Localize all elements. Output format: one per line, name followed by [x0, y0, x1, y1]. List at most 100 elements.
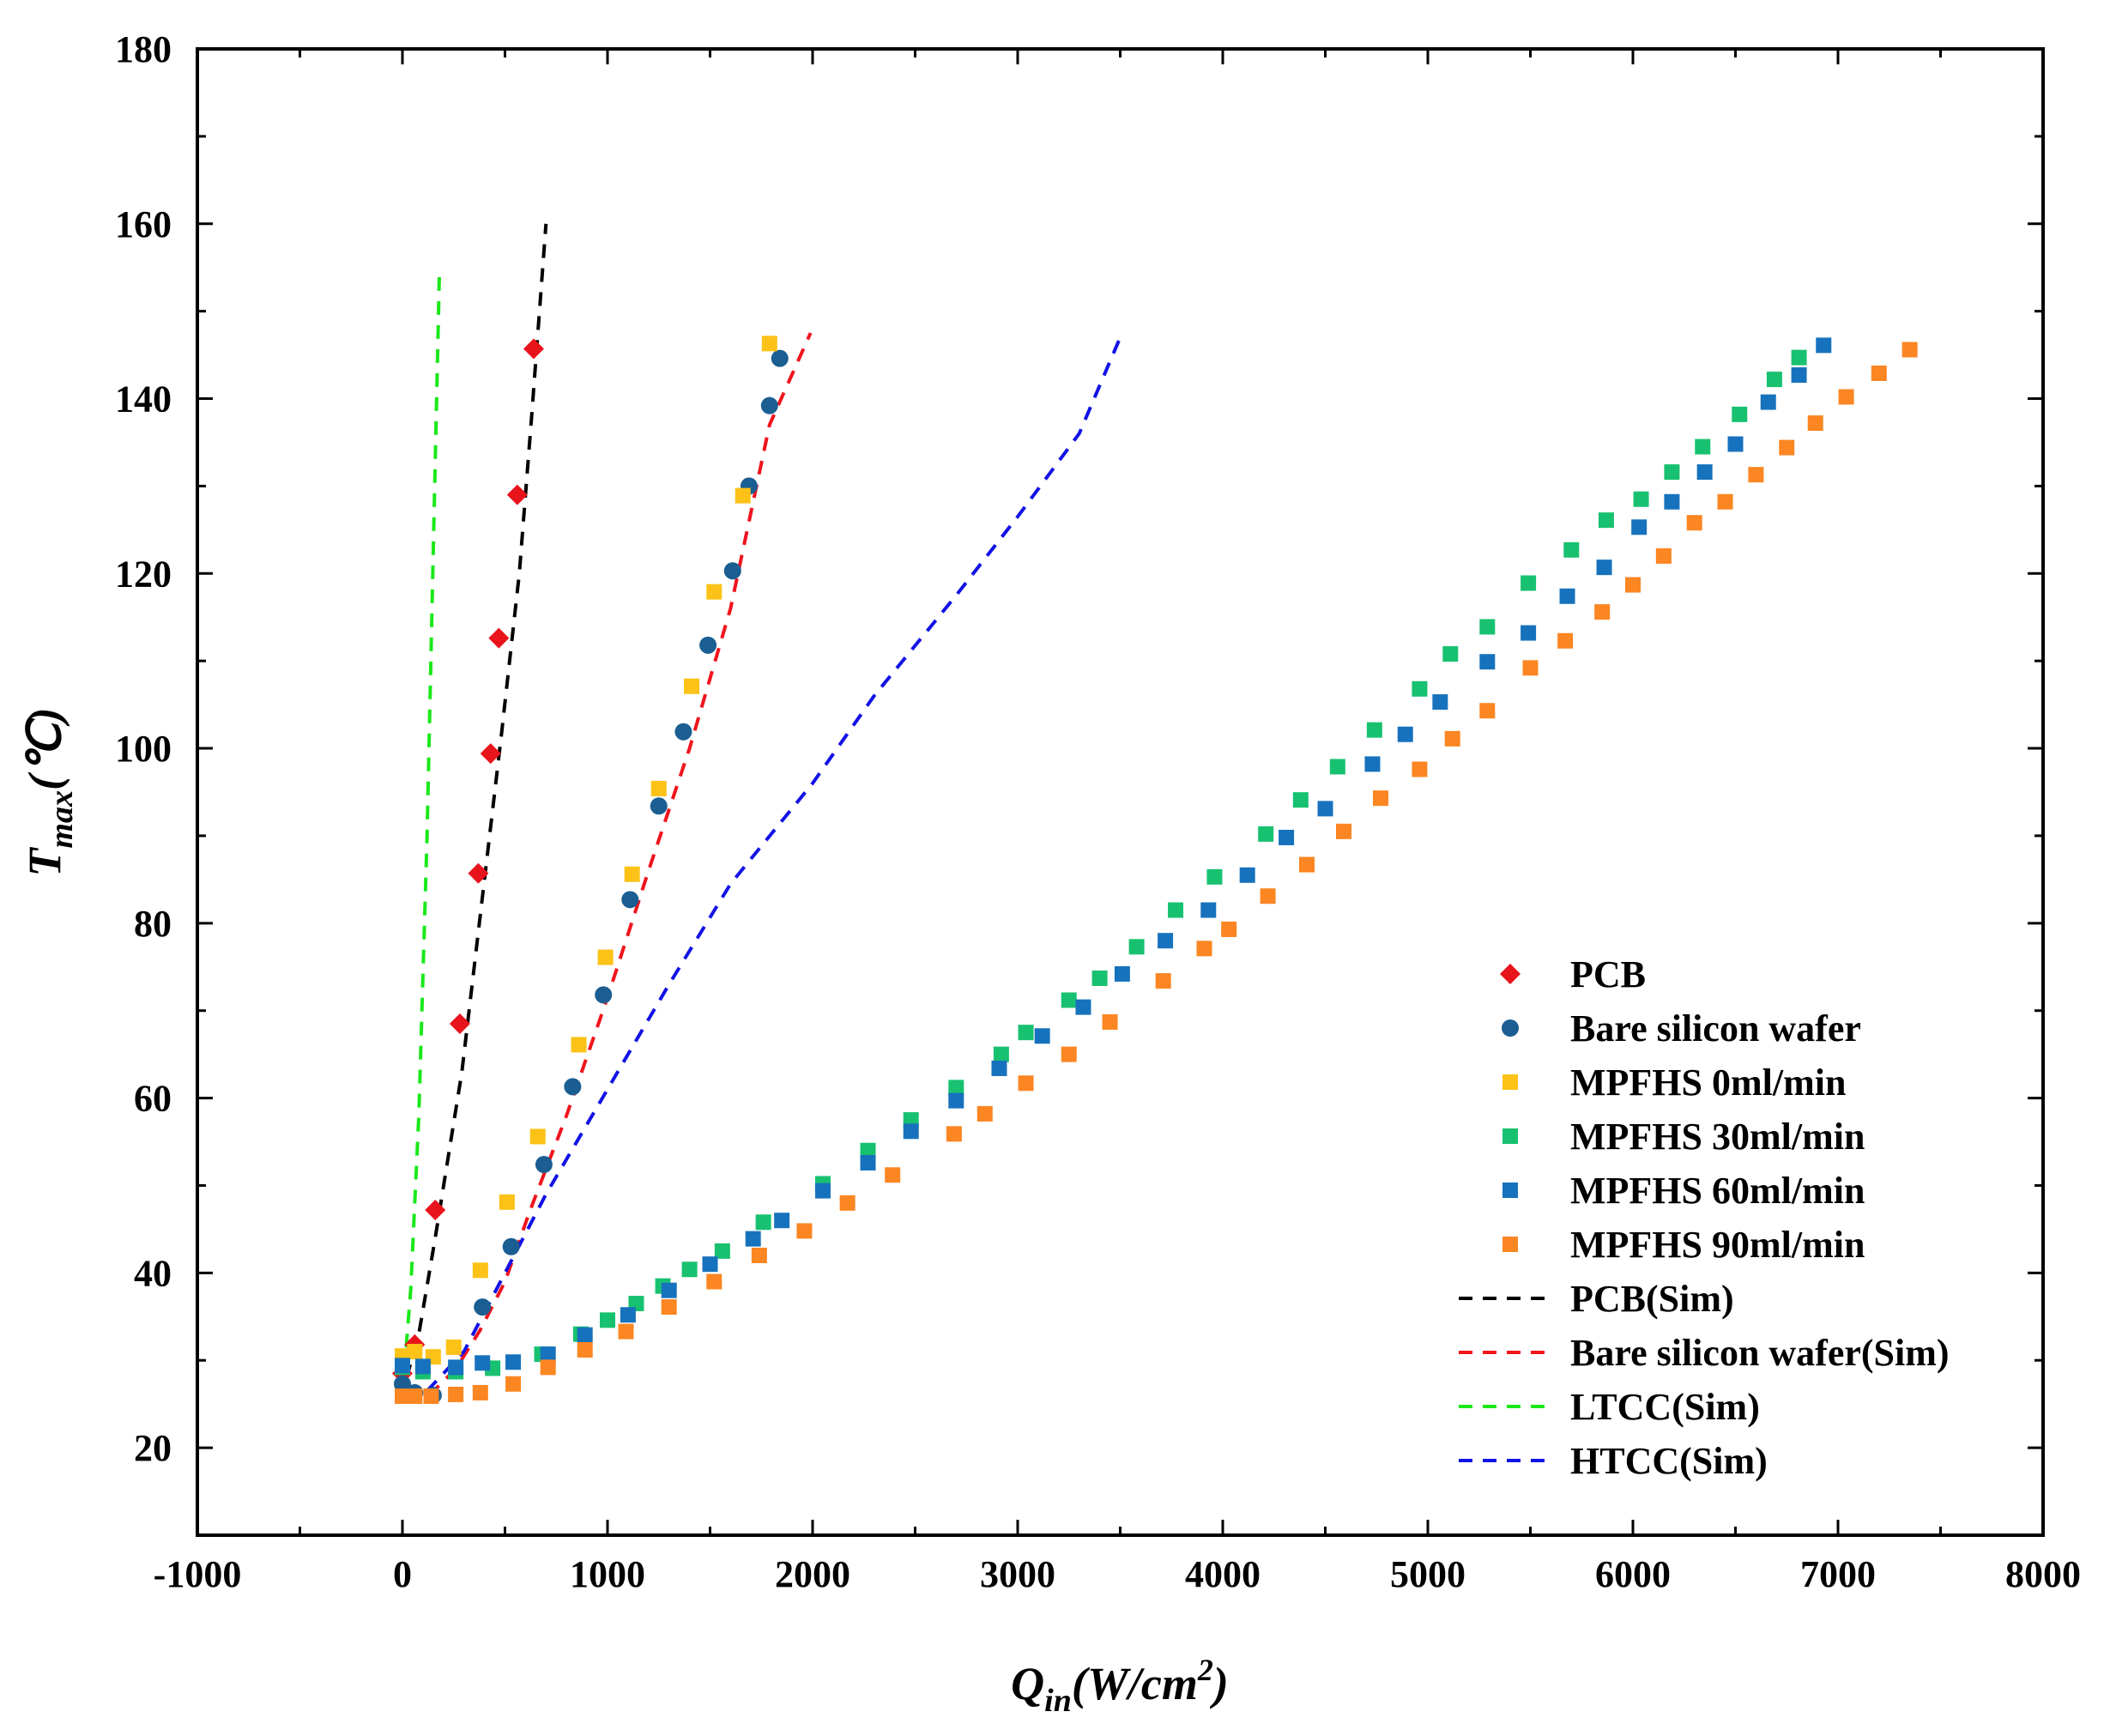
data-point — [1034, 1028, 1050, 1044]
data-point — [468, 862, 489, 884]
y-tick-label: 40 — [134, 1252, 172, 1294]
legend-marker — [1502, 1019, 1519, 1037]
legend-item-bare-silicon-wafer-sim: Bare silicon wafer(Sim) — [1459, 1332, 1950, 1374]
legend-marker — [1502, 1183, 1518, 1198]
data-point — [681, 1261, 698, 1278]
data-point — [1279, 829, 1295, 845]
data-point — [577, 1327, 593, 1343]
legend-label: MPFHS 60ml/min — [1570, 1170, 1865, 1212]
series-markers — [392, 336, 1918, 1405]
data-point — [771, 349, 789, 367]
y-tick-label: 140 — [115, 378, 172, 420]
data-point — [1686, 515, 1702, 531]
data-point — [1521, 625, 1537, 641]
legend-label: MPFHS 0ml/min — [1570, 1062, 1846, 1104]
legend-item-mpfhs-0ml-min: MPFHS 0ml/min — [1502, 1062, 1846, 1104]
x-tick-label: 6000 — [1595, 1553, 1671, 1595]
data-point — [1563, 541, 1580, 558]
legend: PCB Bare silicon wafer MPFHS 0ml/min MPFHS … — [1459, 953, 1950, 1482]
series-line-ltcc-sim — [401, 275, 441, 1396]
data-point — [407, 1344, 423, 1360]
data-point — [814, 1183, 831, 1199]
data-point — [597, 949, 614, 965]
data-point — [1061, 1046, 1077, 1062]
data-point — [1018, 1025, 1034, 1041]
data-point — [760, 396, 778, 414]
legend-label: LTCC(Sim) — [1570, 1386, 1760, 1428]
data-point — [1432, 694, 1448, 711]
y-tick-label: 20 — [134, 1427, 172, 1469]
data-point — [1625, 577, 1641, 593]
data-point — [618, 1323, 634, 1340]
data-point — [706, 584, 722, 600]
series-line-bare-silicon-wafer-sim — [427, 332, 813, 1397]
data-point — [620, 1307, 636, 1323]
data-point — [976, 1105, 993, 1122]
data-point — [1748, 467, 1764, 483]
data-point — [1598, 512, 1614, 529]
data-point — [1791, 349, 1807, 366]
data-point — [683, 678, 699, 694]
data-point — [1596, 560, 1612, 576]
data-point — [1366, 722, 1382, 738]
data-point — [706, 1273, 722, 1290]
data-point — [1633, 491, 1649, 507]
data-point — [571, 1037, 587, 1053]
data-point — [1317, 801, 1333, 817]
y-tick-label: 160 — [115, 203, 172, 245]
data-point — [661, 1299, 677, 1316]
data-point — [480, 743, 501, 765]
data-point — [423, 1388, 439, 1405]
data-point — [702, 1256, 718, 1273]
series-mpfhs-60ml-min — [395, 337, 1832, 1376]
data-point — [991, 1060, 1007, 1076]
data-point — [535, 1156, 553, 1174]
data-point — [474, 1298, 492, 1316]
data-point — [993, 1046, 1009, 1062]
legend-label: MPFHS 30ml/min — [1570, 1116, 1865, 1158]
data-point — [1664, 493, 1680, 510]
legend-label: MPFHS 90ml/min — [1570, 1224, 1865, 1266]
data-point — [1559, 588, 1575, 604]
data-point — [1838, 389, 1854, 405]
data-point — [1655, 547, 1672, 564]
y-tick-labels: 20 40 60 80 100 120 140 160 180 — [115, 28, 172, 1469]
data-point — [903, 1123, 919, 1140]
data-point — [407, 1388, 423, 1405]
data-point — [595, 986, 613, 1004]
y-tick-label: 180 — [115, 28, 172, 70]
data-point — [860, 1154, 876, 1170]
data-point — [1479, 654, 1496, 670]
data-point — [774, 1213, 790, 1229]
data-point — [1696, 464, 1713, 481]
data-point — [1760, 394, 1776, 410]
data-point — [1695, 439, 1711, 455]
y-tick-label: 80 — [134, 903, 172, 945]
y-tick-label: 100 — [115, 728, 172, 770]
legend-item-pcb-sim: PCB(Sim) — [1459, 1278, 1734, 1320]
data-point — [506, 484, 528, 505]
x-tick-label: 5000 — [1390, 1553, 1466, 1595]
data-point — [600, 1312, 615, 1328]
data-point — [650, 780, 667, 796]
data-point — [1901, 342, 1918, 358]
data-point — [1521, 575, 1537, 591]
x-tick-label: -1000 — [154, 1553, 242, 1595]
data-point — [1075, 999, 1091, 1015]
series-line-htcc-sim — [426, 336, 1122, 1393]
data-point — [1779, 439, 1795, 456]
data-point — [577, 1342, 593, 1358]
data-point — [1260, 888, 1276, 904]
data-point — [1412, 680, 1428, 697]
x-tick-labels: -1000 0 1000 2000 3000 4000 5000 6000 7000 8000 — [154, 1553, 2081, 1595]
data-point — [445, 1339, 462, 1355]
data-point — [1102, 1013, 1118, 1030]
data-point — [1557, 632, 1574, 649]
data-point — [755, 1214, 771, 1231]
data-point — [1292, 792, 1309, 808]
x-tick-label: 7000 — [1800, 1553, 1876, 1595]
data-point — [1479, 703, 1496, 719]
data-point — [735, 487, 751, 504]
data-point — [414, 1358, 431, 1375]
x-axis-title: Qin(W/cm2) — [1011, 1653, 1229, 1719]
